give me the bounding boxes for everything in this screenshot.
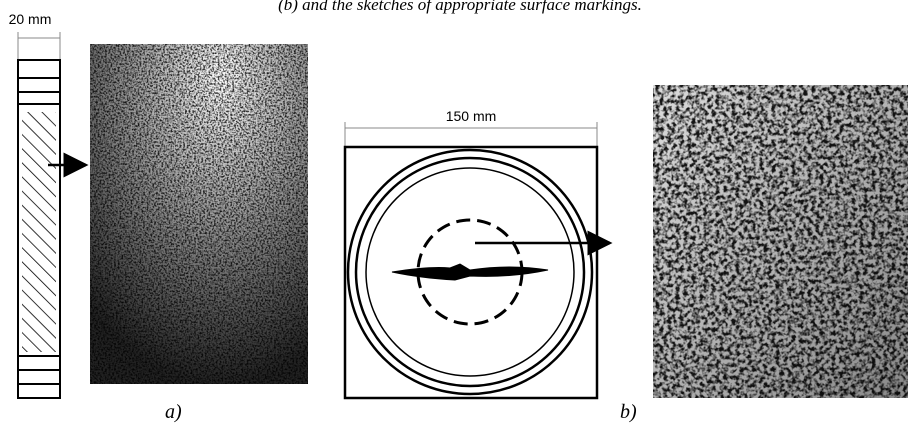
plate-sketch bbox=[345, 147, 597, 398]
figure: (b) and the sketches of appropriate surf… bbox=[0, 0, 918, 432]
caption: (b) and the sketches of appropriate surf… bbox=[278, 0, 642, 14]
dimension-label: 150 mm bbox=[446, 108, 497, 124]
panel-label: a) bbox=[165, 401, 182, 423]
specimen-strip bbox=[18, 60, 60, 398]
panel-label: b) bbox=[620, 401, 637, 423]
page: (b) and the sketches of appropriate surf… bbox=[0, 0, 918, 432]
speckle-texture bbox=[653, 85, 908, 398]
dimension-label: 20 mm bbox=[9, 11, 52, 27]
speckle-texture bbox=[90, 44, 308, 384]
